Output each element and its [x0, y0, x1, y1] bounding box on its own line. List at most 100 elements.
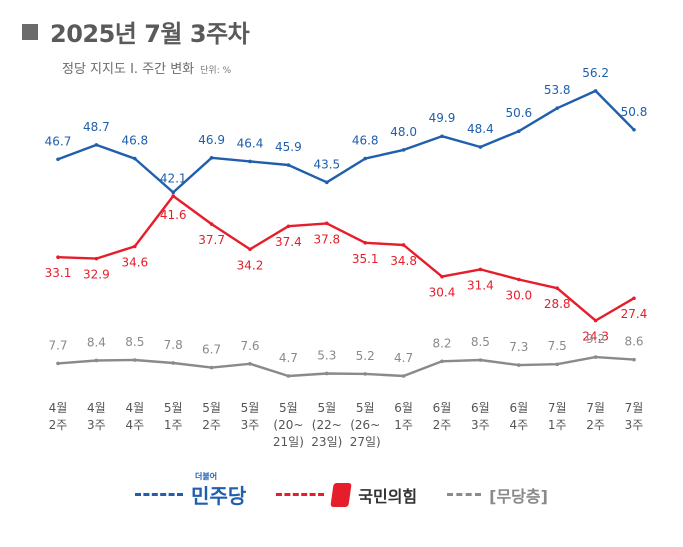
- x-tick-label: 3주: [87, 418, 106, 432]
- x-tick-label: 1주: [394, 418, 413, 432]
- data-point-ppp: [133, 244, 137, 249]
- data-point-ppp: [94, 256, 99, 261]
- data-label-none: 4.7: [279, 351, 298, 365]
- data-label-ppp: 31.4: [467, 278, 494, 292]
- x-tick-label: 5월: [317, 401, 336, 415]
- data-point-ppp: [56, 255, 60, 259]
- subtitle-row: 정당 지지도 Ⅰ. 주간 변화 단위: %: [62, 58, 231, 77]
- data-label-none: 7.6: [240, 339, 259, 353]
- data-point-minjoo: [209, 156, 214, 160]
- data-point-none: [248, 362, 252, 366]
- data-point-minjoo: [593, 89, 598, 93]
- page-title: 2025년 7월 3주차: [50, 20, 250, 48]
- x-tick-label: 6월: [394, 401, 413, 415]
- x-tick-label: (26~: [350, 418, 380, 432]
- data-label-none: 7.7: [48, 338, 67, 352]
- data-point-ppp: [593, 318, 598, 323]
- x-tick-label: 7월: [586, 401, 605, 415]
- data-point-minjoo: [248, 159, 252, 164]
- data-label-none: 8.5: [471, 335, 490, 349]
- data-label-minjoo: 48.0: [390, 125, 417, 139]
- x-tick-label: 1주: [548, 418, 567, 432]
- legend-item-none: [무당층]: [447, 483, 548, 507]
- ppp-logo-icon: [330, 482, 352, 507]
- title-row: 2025년 7월 3주차: [22, 14, 250, 49]
- data-label-minjoo: 46.4: [237, 136, 264, 150]
- x-tick-label: 5월: [241, 401, 260, 415]
- data-point-minjoo: [517, 129, 521, 133]
- data-point-minjoo: [401, 148, 406, 152]
- data-label-none: 8.4: [87, 335, 106, 349]
- x-tick-label: (22~: [312, 418, 342, 432]
- data-point-minjoo: [56, 157, 60, 162]
- data-label-minjoo: 45.9: [275, 140, 302, 154]
- legend-item-ppp: 국민의힘: [276, 482, 417, 507]
- data-label-none: 4.7: [394, 351, 413, 365]
- x-tick-label: 6월: [509, 401, 528, 415]
- data-label-minjoo: 48.7: [83, 120, 110, 134]
- data-label-ppp: 30.0: [505, 289, 532, 303]
- legend-line-ppp: [276, 493, 325, 496]
- x-tick-label: 5월: [279, 401, 298, 415]
- x-tick-label: 2주: [586, 418, 605, 432]
- x-tick-label: 4주: [125, 418, 144, 432]
- data-label-minjoo: 50.6: [505, 106, 532, 120]
- data-label-minjoo: 43.5: [313, 157, 340, 171]
- data-point-ppp: [632, 296, 636, 301]
- minjoo-logo: 더불어 민주당: [191, 472, 247, 509]
- data-point-none: [286, 374, 291, 378]
- x-tick-label: 2주: [202, 418, 221, 432]
- data-label-ppp: 27.4: [621, 307, 648, 321]
- data-point-minjoo: [133, 156, 137, 161]
- data-label-none: 6.7: [202, 343, 221, 357]
- unit-label: 단위: %: [200, 66, 232, 76]
- x-tick-label: 1주: [164, 418, 183, 432]
- data-point-ppp: [555, 286, 559, 290]
- x-tick-label: 5월: [202, 401, 221, 415]
- data-point-none: [517, 363, 521, 367]
- data-label-minjoo: 46.9: [198, 133, 225, 147]
- x-tick-label: 7월: [625, 401, 644, 415]
- data-point-minjoo: [478, 145, 483, 149]
- legend-label-minjoo: 민주당: [191, 484, 247, 508]
- data-label-ppp: 41.6: [160, 208, 187, 222]
- series-line-ppp: [57, 194, 635, 322]
- data-point-none: [478, 358, 483, 362]
- data-label-none: 5.3: [317, 348, 336, 362]
- data-label-none: 8.6: [624, 335, 643, 349]
- x-tick-label: 3주: [471, 418, 490, 432]
- data-point-minjoo: [94, 143, 99, 147]
- data-point-none: [325, 371, 329, 376]
- data-label-none: 7.3: [509, 340, 528, 354]
- legend-line-minjoo: [135, 493, 184, 496]
- x-tick-label: 6월: [471, 401, 490, 415]
- x-tick-label: 27일): [350, 435, 381, 449]
- data-label-none: 5.2: [356, 349, 375, 363]
- data-label-minjoo: 53.8: [544, 83, 571, 97]
- data-point-none: [133, 358, 137, 362]
- data-point-ppp: [171, 194, 175, 198]
- legend-line-none: [447, 493, 482, 496]
- data-point-ppp: [209, 222, 214, 226]
- data-label-minjoo: 46.7: [45, 134, 72, 148]
- data-label-ppp: 33.1: [45, 266, 72, 280]
- data-label-minjoo: 56.2: [582, 66, 609, 80]
- data-label-ppp: 34.8: [390, 254, 417, 268]
- x-tick-label: 2주: [49, 418, 68, 432]
- data-label-minjoo: 50.8: [621, 105, 648, 119]
- data-point-minjoo: [555, 106, 559, 110]
- series-line-none: [57, 355, 635, 378]
- data-label-none: 7.8: [164, 338, 183, 352]
- data-label-ppp: 37.7: [198, 233, 225, 247]
- data-point-ppp: [517, 277, 521, 282]
- data-label-ppp: 34.6: [121, 255, 148, 269]
- x-tick-label: 2주: [433, 418, 452, 432]
- legend: 더불어 민주당 국민의힘 [무당층]: [0, 472, 683, 509]
- x-tick-label: 7월: [548, 401, 567, 415]
- x-tick-label: 5월: [164, 401, 183, 415]
- data-point-ppp: [401, 243, 406, 247]
- x-tick-label: 6월: [433, 401, 452, 415]
- data-point-none: [593, 355, 598, 359]
- x-tick-label: 3주: [241, 418, 260, 432]
- data-label-none: 9.2: [586, 332, 605, 346]
